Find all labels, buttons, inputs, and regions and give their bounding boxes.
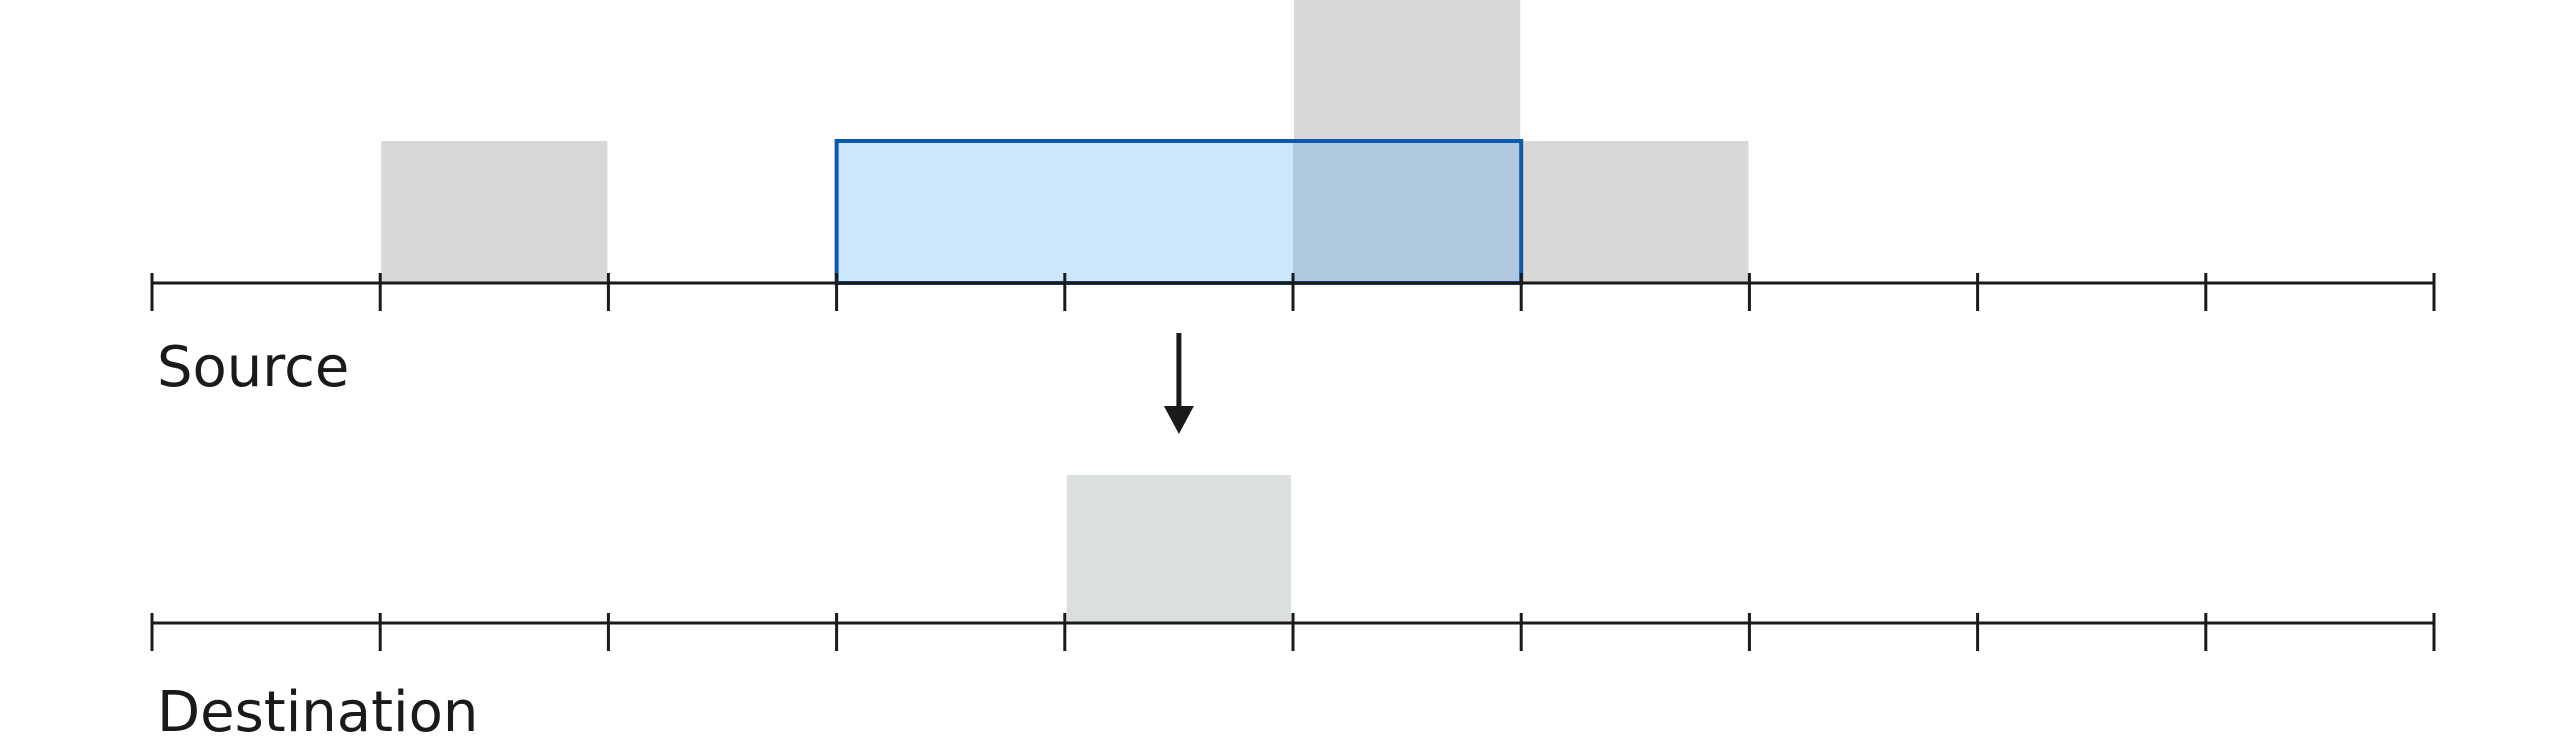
source-bar (381, 141, 608, 283)
source-label: Source (157, 335, 350, 400)
source-window (834, 139, 1524, 285)
destination-label: Destination (157, 680, 479, 745)
destination-bars (1066, 475, 1291, 623)
window-overlap (1293, 141, 1522, 283)
destination-bar (1066, 475, 1291, 623)
down-arrow-icon (1163, 333, 1194, 434)
source-bar (1522, 141, 1749, 283)
source-axis (150, 273, 2436, 311)
destination-axis (150, 613, 2436, 651)
arrow-head (1163, 406, 1194, 434)
